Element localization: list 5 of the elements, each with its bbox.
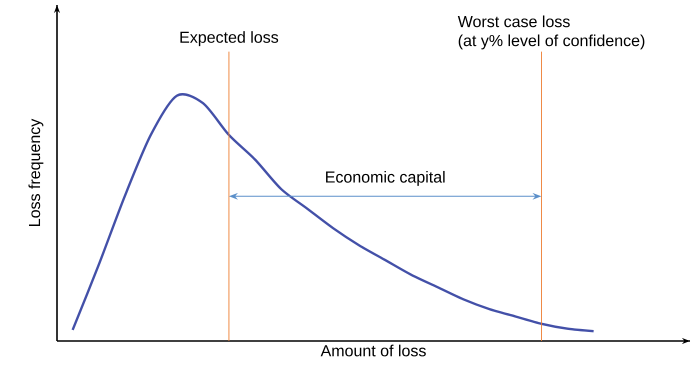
text: Expected loss <box>180 31 278 46</box>
y-axis-title: Loss frequency <box>28 118 44 226</box>
x-axis-title: Amount of loss <box>320 344 426 356</box>
text: Worst case loss (at y% level of confidence) <box>458 15 644 50</box>
annotation: Economic capital <box>326 170 445 186</box>
